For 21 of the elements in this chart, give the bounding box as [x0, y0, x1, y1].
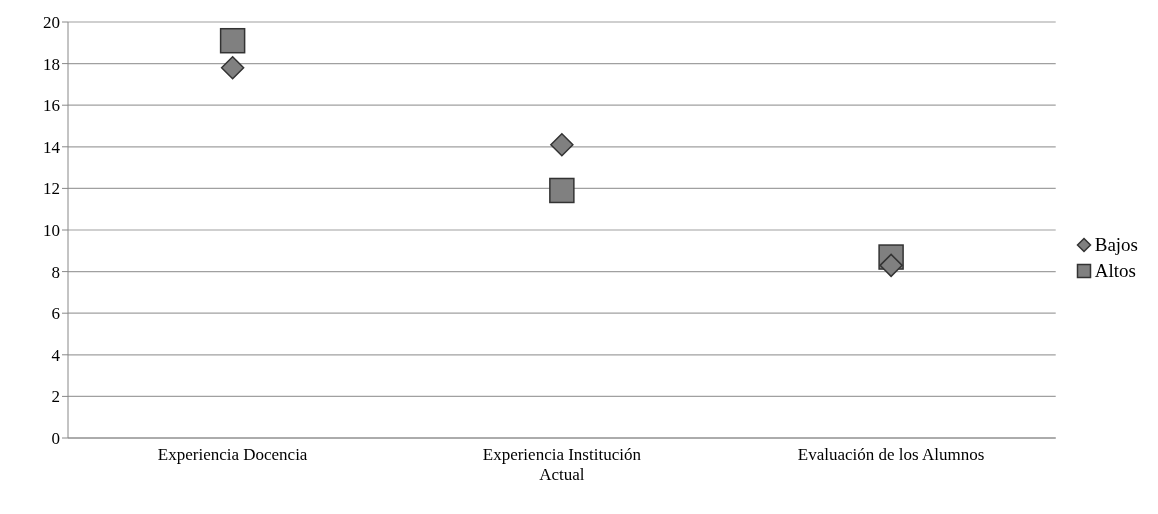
- y-tick-label: 10: [43, 221, 60, 241]
- y-tick-label: 12: [43, 179, 60, 199]
- y-tick-label: 4: [51, 345, 61, 365]
- y-tick-label: 8: [51, 262, 60, 282]
- y-tick-label: 0: [51, 429, 60, 449]
- y-tick-label: 16: [43, 96, 60, 116]
- point: [549, 177, 575, 204]
- x-tick-label: Evaluación de los Alumnos: [797, 445, 985, 464]
- y-tick-label: 2: [51, 387, 60, 407]
- point: [879, 253, 903, 278]
- y-tick-label: 18: [43, 54, 60, 74]
- y-tick-label: 20: [43, 13, 60, 33]
- y-tick-label: 6: [51, 304, 60, 324]
- legend-label: Altos: [1094, 260, 1136, 282]
- point: [219, 27, 246, 54]
- legend-label: Bajos: [1094, 234, 1138, 256]
- x-tick-label: Experiencia Institución Actual: [482, 445, 642, 484]
- y-tick-label: 14: [43, 137, 61, 157]
- point: [220, 56, 245, 80]
- x-tick-label: Experiencia Docencia: [157, 445, 308, 464]
- point: [550, 132, 574, 157]
